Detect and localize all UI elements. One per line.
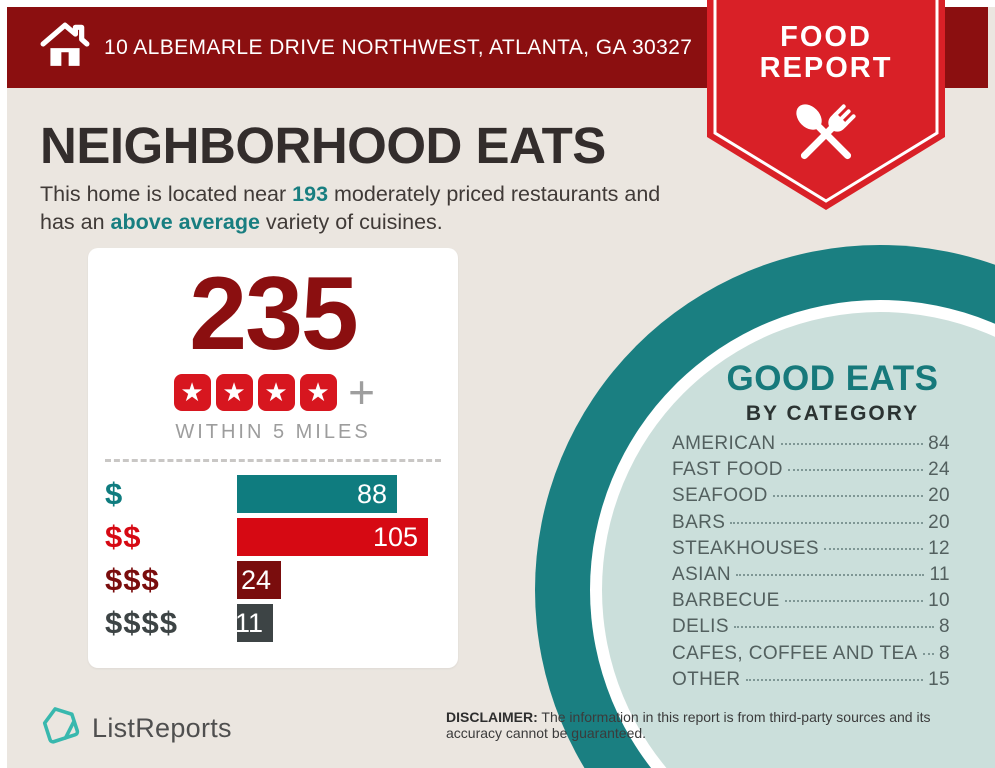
dotted-leader <box>736 573 925 576</box>
price-bar-row: $$$$ 11 <box>88 604 458 642</box>
price-tier-label: $$ <box>105 519 142 554</box>
category-value: 20 <box>928 485 950 507</box>
category-value: 24 <box>928 459 950 481</box>
category-row: ASIAN 11 <box>672 564 950 590</box>
page-margin-left <box>0 0 7 768</box>
disclaimer-text-line2: accuracy cannot be guaranteed. <box>446 724 647 741</box>
category-name: FAST FOOD <box>672 459 783 481</box>
intro-text-part: This home is located near <box>40 182 293 206</box>
category-row: FAST FOOD 24 <box>672 459 950 485</box>
star-icon: ★ <box>215 373 253 411</box>
restaurant-count: 193 <box>292 182 329 206</box>
price-bar-row: $$$ 24 <box>88 561 458 599</box>
price-tier-label: $$$$ <box>105 605 178 640</box>
price-tier-label: $ <box>105 476 124 511</box>
category-row: OTHER 15 <box>672 669 950 695</box>
food-report-ribbon: FOOD REPORT <box>707 0 945 212</box>
dotted-leader <box>730 521 924 524</box>
category-value: 8 <box>939 642 950 664</box>
category-name: BARS <box>672 511 726 533</box>
stars-row: ★ ★ ★ ★ + <box>88 366 458 418</box>
category-name: DELIS <box>672 616 729 638</box>
crossed-spoon-fork-icon <box>786 92 866 181</box>
category-row: SEAFOOD 20 <box>672 485 950 511</box>
category-value: 15 <box>928 668 950 690</box>
category-name: SEAFOOD <box>672 485 768 507</box>
price-bars: $88 $$ 105 $$$ 24 $$$$ 11 <box>88 475 458 642</box>
listreports-brand: ListReports <box>38 703 232 753</box>
category-name: STEAKHOUSES <box>672 537 819 559</box>
category-value: 10 <box>928 590 950 612</box>
disclaimer: DISCLAIMER: The information in this repo… <box>446 709 976 741</box>
page-title: NEIGHBORHOOD EATS <box>40 117 606 174</box>
good-eats-category-list: AMERICAN 84 FAST FOOD 24 SEAFOOD 20 BARS 20 STEA… <box>672 433 950 695</box>
variety-highlight: above average <box>110 210 260 234</box>
intro-text-part: variety of cuisines. <box>259 210 443 234</box>
ribbon-line-2: REPORT <box>759 52 893 84</box>
category-value: 11 <box>929 563 950 585</box>
intro-text-part: moderately priced restaurants and <box>328 182 661 206</box>
ribbon-line-1: FOOD <box>780 21 872 53</box>
disclaimer-label: DISCLAIMER: <box>446 709 538 725</box>
intro-text: This home is located near 193 moderately… <box>40 180 660 236</box>
category-value: 8 <box>939 616 950 638</box>
radius-label: WITHIN 5 MILES <box>175 421 371 443</box>
dotted-leader <box>772 495 924 498</box>
ribbon-title: FOOD REPORT <box>707 22 945 84</box>
price-tier-value: 24 <box>240 564 271 595</box>
category-value: 12 <box>928 537 950 559</box>
plus-icon: + <box>348 366 375 418</box>
good-eats-header: GOOD EATS BY CATEGORY <box>690 359 975 426</box>
dotted-leader <box>745 678 924 681</box>
restaurant-summary-card: 235 ★ ★ ★ ★ + WITHIN 5 MILES $88 $$ 105 $$$ 24 $$… <box>88 248 458 668</box>
dotted-leader <box>784 600 924 603</box>
listreports-wordmark: ListReports <box>92 712 232 743</box>
price-tier-bar: 88 <box>237 475 397 513</box>
price-tier-label: $$$ <box>105 562 160 597</box>
price-tier-value: 11 <box>234 607 263 638</box>
dotted-leader <box>922 652 935 655</box>
category-row: BARS 20 <box>672 512 950 538</box>
dotted-leader <box>823 547 924 550</box>
category-row: STEAKHOUSES 12 <box>672 538 950 564</box>
category-value: 84 <box>928 433 950 454</box>
category-row: BARBECUE 10 <box>672 590 950 616</box>
category-name: BARBECUE <box>672 590 780 612</box>
category-value: 20 <box>928 511 950 533</box>
category-row: AMERICAN 84 <box>672 433 950 459</box>
dashed-divider <box>105 459 441 462</box>
price-tier-bar: 11 <box>234 604 273 642</box>
price-bar-row: $88 <box>88 475 458 513</box>
property-address: 10 ALBEMARLE DRIVE NORTHWEST, ATLANTA, G… <box>104 35 693 59</box>
dotted-leader <box>780 443 924 445</box>
disclaimer-text-line1: The information in this report is from t… <box>537 709 931 725</box>
star-icon: ★ <box>257 373 295 411</box>
category-name: CAFES, COFFEE AND TEA <box>672 642 918 664</box>
category-row: DELIS 8 <box>672 616 950 642</box>
star-icon: ★ <box>299 373 337 411</box>
good-eats-title: GOOD EATS <box>726 359 939 398</box>
intro-text-part: has an <box>40 210 111 234</box>
price-tier-value: 105 <box>372 521 418 552</box>
category-name: AMERICAN <box>672 433 776 454</box>
category-name: OTHER <box>672 668 741 690</box>
dotted-leader <box>787 469 924 472</box>
price-tier-bar: 105 <box>237 518 428 556</box>
listreports-logo-icon <box>38 703 83 753</box>
price-tier-bar: 24 <box>237 561 281 599</box>
total-restaurants-number: 235 <box>189 256 359 372</box>
category-row: CAFES, COFFEE AND TEA 8 <box>672 643 950 669</box>
page-margin-top <box>0 0 995 7</box>
dotted-leader <box>733 626 935 629</box>
price-tier-value: 88 <box>356 478 387 509</box>
category-name: ASIAN <box>672 563 732 585</box>
house-icon <box>40 22 90 73</box>
star-icon: ★ <box>173 373 211 411</box>
good-eats-subtitle: BY CATEGORY <box>745 402 920 425</box>
price-bar-row: $$ 105 <box>88 518 458 556</box>
